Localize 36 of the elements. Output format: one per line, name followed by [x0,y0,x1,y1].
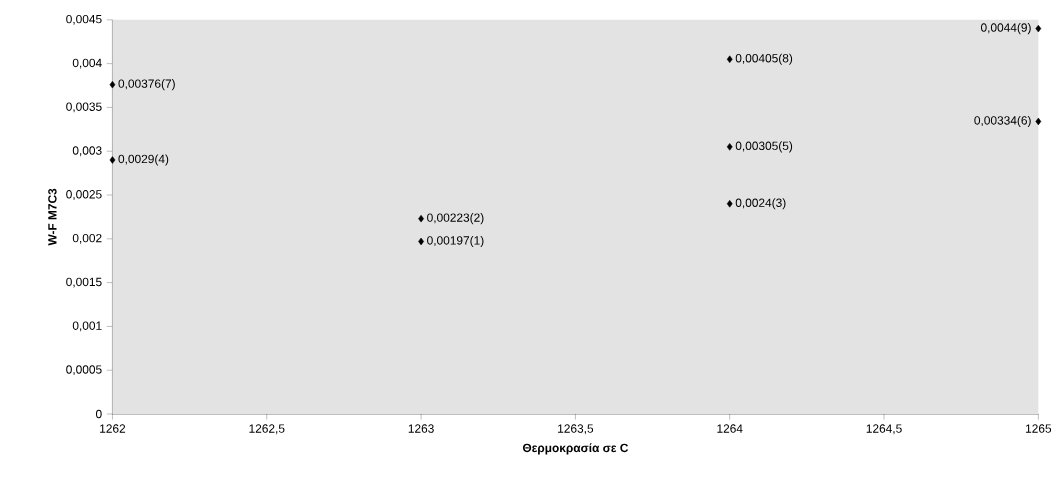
x-tick-label: 1264,5 [866,424,902,435]
data-label: 0,00197(1) [427,236,484,248]
data-label: 0,00305(5) [735,141,793,153]
y-tick-label: 0,004 [72,58,102,69]
point [1035,117,1042,126]
y-axis-title: W-F M7C3 [48,188,57,246]
point [418,215,424,223]
data-label: 0,00405(8) [735,53,793,65]
point [109,156,116,164]
y-tick-label: 0,003 [72,146,102,157]
point [726,55,733,64]
y-tick-label: 0,002 [72,234,102,244]
data-label: 0,00334(6) [974,116,1031,128]
point [109,81,116,89]
x-tick-label: 1262 [100,424,126,433]
data-label: 0,0024(3) [735,198,786,210]
x-tick-label: 1263 [408,424,434,433]
data-label: 0,00223(2) [427,213,484,225]
x-axis-title: Θερμοκρασία σε C [522,443,629,455]
data-label: 0,00376(7) [118,79,175,91]
y-tick-label: 0,0015 [66,277,102,288]
y-tick-label: 0 [95,409,102,419]
data-label: 0,0029(4) [118,154,169,166]
y-tick-label: 0,001 [72,321,102,332]
x-tick-label: 1262,5 [249,424,285,435]
x-tick-label: 1263,5 [558,424,594,435]
data-label: 0,0044(9) [980,23,1031,35]
point [726,143,733,151]
y-tick-label: 0,0005 [66,365,102,376]
y-tick-label: 0,0045 [66,15,102,25]
x-tick-label: 1264 [717,424,743,433]
point [726,200,733,208]
point [1035,25,1042,33]
x-tick-label: 1265 [1026,424,1052,433]
y-tick-label: 0,0025 [66,190,102,201]
y-tick-label: 0,0035 [66,102,102,113]
